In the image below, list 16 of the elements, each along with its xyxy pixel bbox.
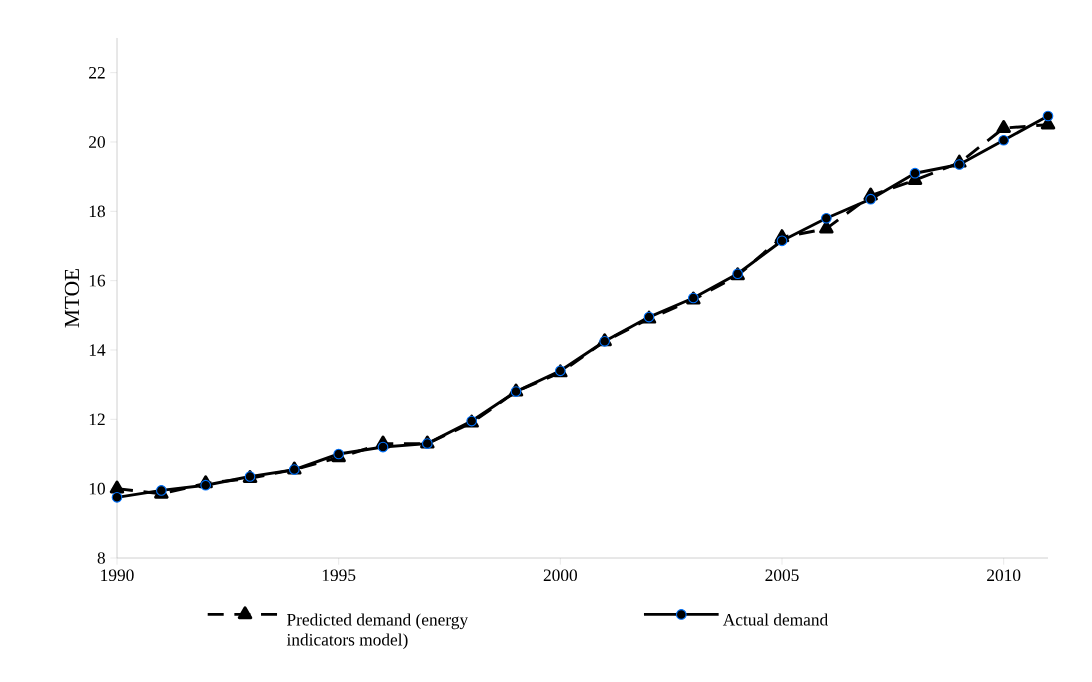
y-tick-label: 14 — [89, 344, 106, 356]
y-axis-title: MTOE — [64, 269, 80, 328]
y-tick-label: 12 — [89, 413, 105, 426]
y-tick-label: 22 — [89, 66, 105, 79]
y-tick-label: 18 — [89, 205, 105, 218]
y-tick-label: 20 — [89, 136, 105, 148]
y-tick-label: 8 — [97, 552, 105, 564]
y-tick-label: 16 — [89, 274, 106, 287]
x-tick-label: 2005 — [765, 569, 799, 582]
x-tick-label: 1995 — [322, 569, 356, 582]
legend-label: Actual demand — [722, 613, 828, 626]
x-tick-label: 2010 — [987, 569, 1021, 582]
y-tick-label: 10 — [89, 482, 105, 495]
legend-label: Predicted demand (energy indicators model) — [286, 613, 469, 650]
x-tick-label: 1990 — [101, 569, 134, 582]
x-tick-label: 2000 — [543, 569, 578, 582]
